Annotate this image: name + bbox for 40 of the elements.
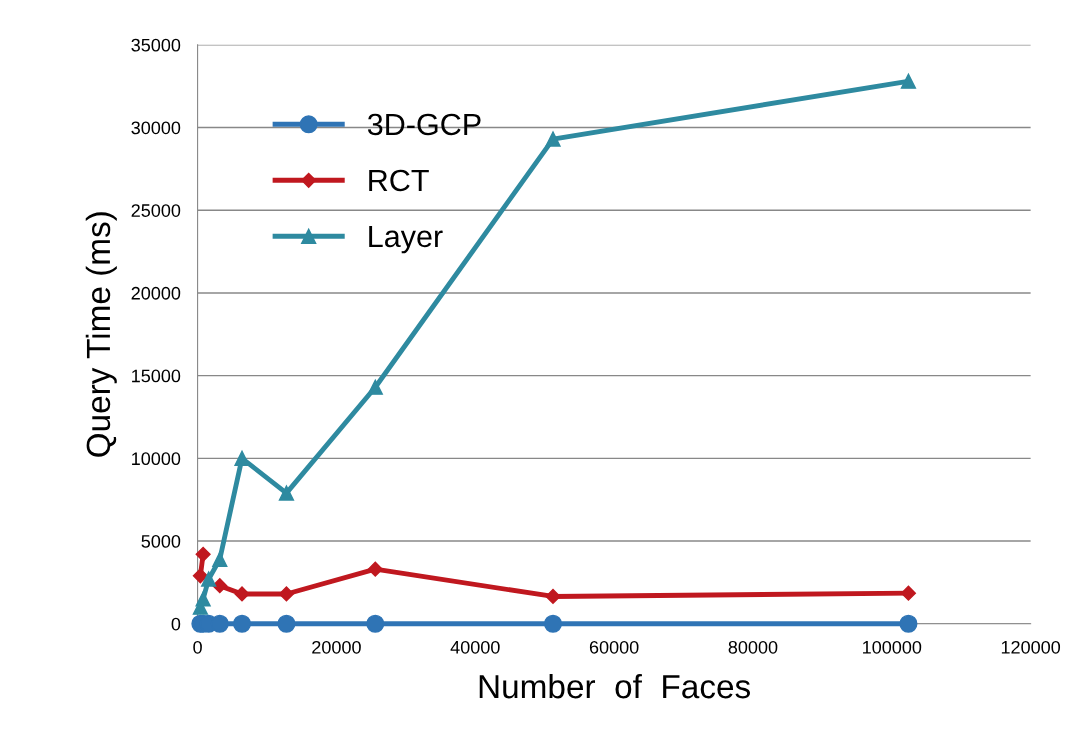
y-tick-label: 5000 <box>141 534 181 548</box>
point <box>366 614 385 633</box>
point <box>545 131 561 147</box>
point <box>201 571 217 587</box>
y-axis-title: Query Time (ms) <box>85 212 117 457</box>
y-tick-label: 10000 <box>132 452 181 466</box>
point <box>278 586 295 602</box>
point <box>543 614 563 633</box>
point <box>545 588 561 605</box>
point <box>212 551 228 567</box>
x-axis-title: Number of Faces <box>479 673 750 699</box>
point <box>277 614 296 633</box>
point <box>367 561 383 577</box>
y-tick-label: 0 <box>171 617 181 631</box>
y-tick-label: 25000 <box>131 204 181 217</box>
x-tick-label: 100000 <box>863 640 922 654</box>
x-tick-label: 20000 <box>312 640 361 654</box>
point <box>278 485 295 501</box>
y-tick-label: 35000 <box>131 38 181 52</box>
point <box>234 586 250 602</box>
point <box>195 591 211 607</box>
point <box>900 585 917 601</box>
point <box>900 73 917 89</box>
legend-label: RCT <box>369 169 429 192</box>
x-tick-label: 120000 <box>1001 640 1061 654</box>
point <box>232 614 252 633</box>
y-tick-label: 15000 <box>132 369 181 383</box>
point <box>234 450 250 466</box>
point <box>899 614 918 633</box>
point <box>195 546 211 562</box>
point <box>192 568 208 584</box>
legend-label: 3D-GCP <box>367 113 481 136</box>
y-tick-label: 20000 <box>131 286 181 300</box>
x-tick-label: 80000 <box>728 640 778 654</box>
x-tick-label: 40000 <box>450 640 500 654</box>
legend-label: Layer <box>369 225 443 254</box>
x-tick-label: 60000 <box>589 640 639 654</box>
x-tick-label: 0 <box>193 640 202 654</box>
y-tick-label: 30000 <box>131 121 181 135</box>
point <box>367 379 383 395</box>
